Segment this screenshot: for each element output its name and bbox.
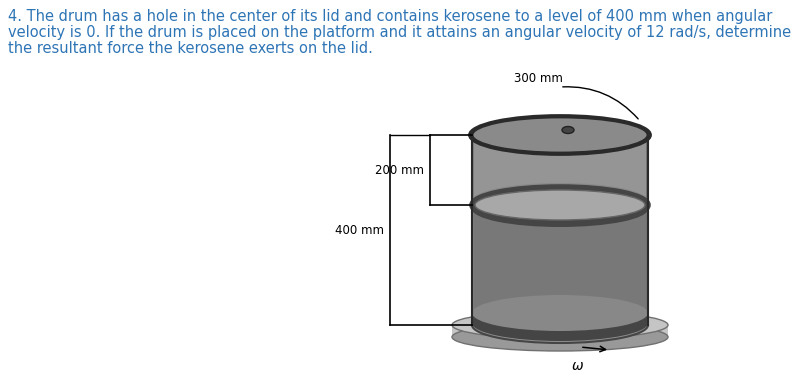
Ellipse shape bbox=[472, 305, 648, 341]
Bar bbox=[474, 205, 646, 317]
Bar bbox=[472, 135, 648, 325]
Ellipse shape bbox=[472, 117, 648, 153]
Ellipse shape bbox=[472, 295, 648, 331]
Ellipse shape bbox=[472, 191, 648, 227]
Text: 4. The drum has a hole in the center of its lid and contains kerosene to a level: 4. The drum has a hole in the center of … bbox=[8, 9, 773, 24]
Ellipse shape bbox=[452, 311, 668, 339]
Text: 300 mm: 300 mm bbox=[514, 72, 562, 85]
Text: 200 mm: 200 mm bbox=[375, 163, 424, 176]
Text: ω: ω bbox=[572, 359, 584, 373]
Ellipse shape bbox=[452, 323, 668, 351]
Text: 400 mm: 400 mm bbox=[335, 223, 384, 236]
Bar bbox=[628, 135, 648, 325]
Ellipse shape bbox=[472, 183, 648, 219]
Ellipse shape bbox=[475, 190, 645, 220]
Bar bbox=[472, 201, 648, 209]
Ellipse shape bbox=[475, 190, 645, 220]
Bar bbox=[474, 135, 646, 205]
Ellipse shape bbox=[472, 307, 648, 343]
Ellipse shape bbox=[562, 127, 574, 133]
Bar bbox=[472, 313, 648, 323]
Text: velocity is 0. If the drum is placed on the platform and it attains an angular v: velocity is 0. If the drum is placed on … bbox=[8, 25, 791, 40]
Text: the resultant force the kerosene exerts on the lid.: the resultant force the kerosene exerts … bbox=[8, 41, 373, 56]
Bar bbox=[452, 325, 668, 337]
